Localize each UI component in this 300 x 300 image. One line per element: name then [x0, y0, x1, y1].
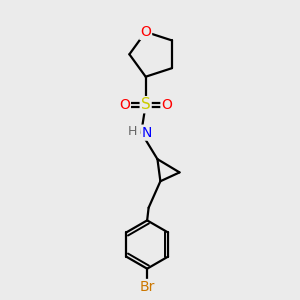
- Text: N: N: [141, 126, 152, 140]
- Text: Br: Br: [140, 280, 155, 294]
- Text: S: S: [141, 97, 151, 112]
- Text: O: O: [161, 98, 172, 112]
- Text: O: O: [119, 98, 130, 112]
- Text: O: O: [140, 25, 151, 39]
- Text: H: H: [128, 125, 137, 138]
